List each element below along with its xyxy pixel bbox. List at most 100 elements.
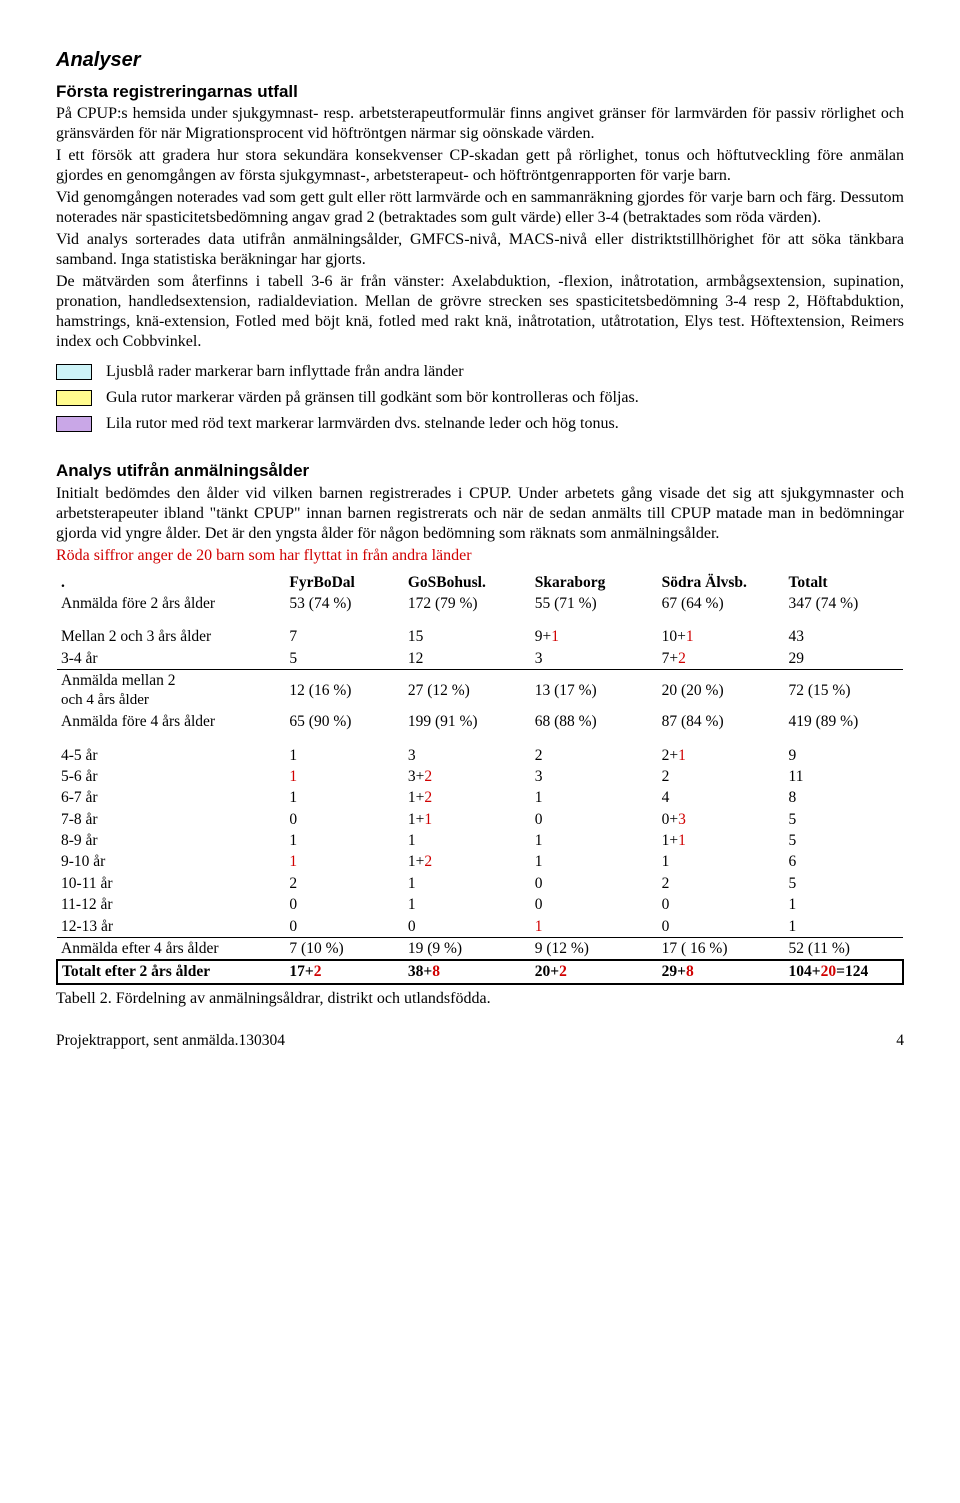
cell: 1	[285, 830, 403, 851]
cell-label: 6-7 år	[57, 787, 285, 808]
cell-label: Anmälda före 4 års ålder	[57, 711, 285, 732]
cell-label: Anmälda före 2 års ålder	[57, 593, 285, 614]
cell: 52 (11 %)	[785, 937, 903, 960]
table-row: 3-4 år 5 12 3 7+2 29	[57, 648, 903, 670]
col-fyrbodal: FyrBoDal	[285, 572, 403, 593]
cell: 1	[285, 766, 403, 787]
cell: 3	[404, 745, 531, 766]
cell: 17 ( 16 %)	[658, 937, 785, 960]
cell: 3	[531, 766, 658, 787]
cell-label: 10-11 år	[57, 873, 285, 894]
cell: 29	[785, 648, 903, 670]
cell: 68 (88 %)	[531, 711, 658, 732]
cell: 12	[404, 648, 531, 670]
cell: 0	[531, 873, 658, 894]
cell: 43	[785, 626, 903, 647]
cell: 2	[658, 766, 785, 787]
cell: 9	[785, 745, 903, 766]
table-row: 11-12 år 0 1 0 0 1	[57, 894, 903, 915]
cell: 20 (20 %)	[658, 670, 785, 712]
table-row: 8-9 år 1 1 1 1+1 5	[57, 830, 903, 851]
table-caption: Tabell 2. Fördelning av anmälningsåldrar…	[56, 989, 904, 1009]
cell: 1	[531, 851, 658, 872]
legend-yellow: Gula rutor markerar värden på gränsen ti…	[56, 388, 904, 408]
cell: 0	[285, 916, 403, 938]
cell: 1	[285, 851, 403, 872]
cell: 1	[531, 830, 658, 851]
cell: 11	[785, 766, 903, 787]
cell: 0+3	[658, 809, 785, 830]
cell: 5	[785, 809, 903, 830]
cell: 10+1	[658, 626, 785, 647]
cell: 13 (17 %)	[531, 670, 658, 712]
cell: 9+1	[531, 626, 658, 647]
table-row: Mellan 2 och 3 års ålder 7 15 9+1 10+1 4…	[57, 626, 903, 647]
cell: 65 (90 %)	[285, 711, 403, 732]
swatch-yellow-icon	[56, 390, 92, 406]
cell: 38+8	[404, 960, 531, 983]
cell: 0	[404, 916, 531, 938]
paragraph: De mätvärden som återfinns i tabell 3-6 …	[56, 272, 904, 352]
col-sodra: Södra Älvsb.	[658, 572, 785, 593]
heading-analyser: Analyser	[56, 48, 904, 73]
cell: 7	[285, 626, 403, 647]
cell-label: 5-6 år	[57, 766, 285, 787]
legend-text: Ljusblå rader markerar barn inflyttade f…	[106, 362, 464, 382]
paragraph: Vid analys sorterades data utifrån anmäl…	[56, 230, 904, 270]
cell: 19 (9 %)	[404, 937, 531, 960]
cell: 2	[531, 745, 658, 766]
swatch-purple-icon	[56, 416, 92, 432]
cell: 172 (79 %)	[404, 593, 531, 614]
cell: 0	[658, 916, 785, 938]
age-distribution-table: . FyrBoDal GoSBohusl. Skaraborg Södra Äl…	[56, 572, 904, 985]
paragraph: På CPUP:s hemsida under sjukgymnast- res…	[56, 104, 904, 144]
table-header: . FyrBoDal GoSBohusl. Skaraborg Södra Äl…	[57, 572, 903, 593]
cell: 0	[531, 809, 658, 830]
cell: 1+2	[404, 787, 531, 808]
legend-text: Gula rutor markerar värden på gränsen ti…	[106, 388, 639, 408]
cell-label: 4-5 år	[57, 745, 285, 766]
paragraph: I ett försök att gradera hur stora sekun…	[56, 146, 904, 186]
cell-label: Anmälda efter 4 års ålder	[57, 937, 285, 960]
legend-blue: Ljusblå rader markerar barn inflyttade f…	[56, 362, 904, 382]
cell: 7+2	[658, 648, 785, 670]
cell-label: Totalt efter 2 års ålder	[57, 960, 285, 983]
cell: 15	[404, 626, 531, 647]
footer-left: Projektrapport, sent anmälda.130304	[56, 1031, 285, 1050]
cell: 0	[531, 894, 658, 915]
cell: 3+2	[404, 766, 531, 787]
cell: 1+1	[658, 830, 785, 851]
cell: 12 (16 %)	[285, 670, 403, 712]
cell: 104+20=124	[785, 960, 903, 983]
paragraph-red: Röda siffror anger de 20 barn som har fl…	[56, 546, 904, 566]
heading-forsta: Första registreringarnas utfall	[56, 81, 904, 102]
cell: 1	[658, 851, 785, 872]
cell: 0	[285, 894, 403, 915]
cell: 1	[404, 830, 531, 851]
cell: 419 (89 %)	[785, 711, 903, 732]
table-row: 6-7 år 1 1+2 1 4 8	[57, 787, 903, 808]
cell: 0	[658, 894, 785, 915]
col-totalt: Totalt	[785, 572, 903, 593]
cell: 5	[785, 830, 903, 851]
cell: 17+2	[285, 960, 403, 983]
table-row: 12-13 år 0 0 1 0 1	[57, 916, 903, 938]
swatch-blue-icon	[56, 364, 92, 380]
table-row: 4-5 år 1 3 2 2+1 9	[57, 745, 903, 766]
cell: 27 (12 %)	[404, 670, 531, 712]
cell: 53 (74 %)	[285, 593, 403, 614]
heading-analys-alder: Analys utifrån anmälningsålder	[56, 460, 904, 481]
cell: 5	[785, 873, 903, 894]
cell: 67 (64 %)	[658, 593, 785, 614]
cell: 3	[531, 648, 658, 670]
table-row: 10-11 år 2 1 0 2 5	[57, 873, 903, 894]
cell: 29+8	[658, 960, 785, 983]
cell: 1	[404, 873, 531, 894]
cell-label: 11-12 år	[57, 894, 285, 915]
table-row: 9-10 år 1 1+2 1 1 6	[57, 851, 903, 872]
cell-label: 7-8 år	[57, 809, 285, 830]
table-row: 5-6 år 1 3+2 3 2 11	[57, 766, 903, 787]
cell: 6	[785, 851, 903, 872]
table-row: 7-8 år 0 1+1 0 0+3 5	[57, 809, 903, 830]
cell: 2	[285, 873, 403, 894]
